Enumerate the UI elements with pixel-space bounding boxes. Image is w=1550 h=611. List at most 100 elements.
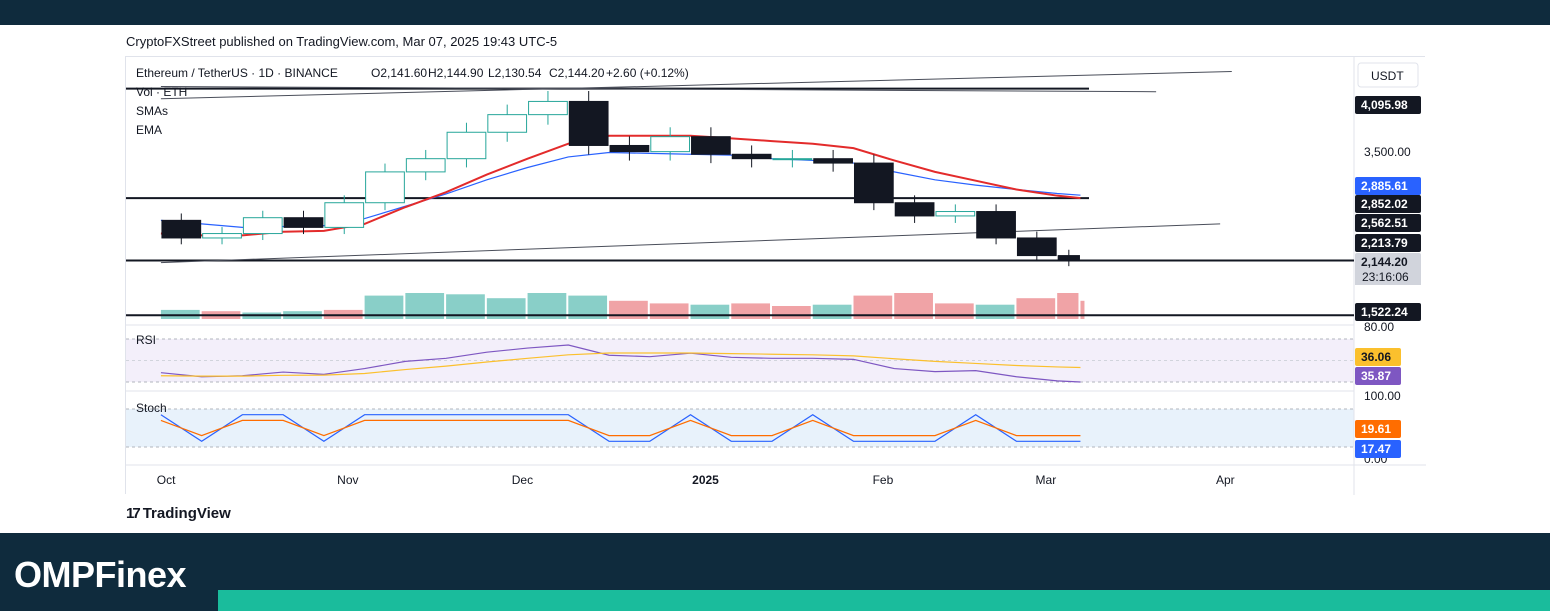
- rsi-ma-line: [160, 352, 1081, 377]
- candle-body: [609, 144, 650, 153]
- candle-body: [365, 171, 405, 204]
- candle-body: [568, 100, 609, 146]
- countdown-badge: [1355, 269, 1421, 285]
- currency-label: USDT: [1371, 69, 1404, 83]
- x-tick-label: Nov: [337, 473, 358, 487]
- volume-bar: [812, 304, 852, 319]
- price-badge-label: 2,144.20: [1361, 255, 1408, 269]
- candle-body: [1016, 237, 1057, 257]
- trendline: [160, 70, 1232, 100]
- indicator-legend-item: SMAs: [136, 104, 168, 118]
- ohlc-value: L2,130.54: [488, 66, 542, 80]
- candle-body: [283, 217, 324, 228]
- volume-bar: [649, 303, 689, 319]
- volume-bar: [1057, 293, 1079, 319]
- stoch-axis-upper: 100.00: [1364, 389, 1401, 403]
- indicator-badge-label: 19.61: [1361, 422, 1391, 436]
- candle-body: [772, 158, 813, 161]
- bottom-accent-bar: [218, 590, 1550, 611]
- price-badge: [1355, 214, 1421, 232]
- tradingview-logo-text: TradingView: [142, 505, 231, 522]
- price-badge-label: 2,885.61: [1361, 179, 1408, 193]
- indicator-legend-item: Vol · ETH: [136, 85, 187, 99]
- candle-body: [935, 211, 976, 217]
- indicator-badge: [1355, 420, 1401, 438]
- top-banner: [0, 0, 1550, 25]
- candle-body: [242, 217, 283, 235]
- chart-title: Ethereum / TetherUS · 1D · BINANCE: [136, 66, 338, 80]
- price-badge: [1355, 234, 1421, 252]
- indicator-badge: [1355, 348, 1401, 366]
- stoch-label: Stoch: [136, 401, 167, 415]
- volume-bar: [934, 303, 974, 319]
- candle-body: [813, 158, 853, 164]
- candle-body: [487, 114, 528, 133]
- price-chart[interactable]: Ethereum / TetherUS · 1D · BINANCE O2,141…: [126, 57, 1426, 495]
- indicator-badge: [1355, 440, 1401, 458]
- candle-body: [650, 136, 691, 153]
- volume-bar: [1016, 298, 1056, 319]
- rsi-label: RSI: [136, 333, 156, 347]
- published-line: CryptoFXStreet published on TradingView.…: [126, 34, 558, 49]
- y-tick-label: 3,500.00: [1364, 145, 1411, 159]
- price-badge-label: 1,522.24: [1361, 305, 1408, 319]
- tradingview-logo-mark-icon: 17: [126, 505, 141, 522]
- currency-button[interactable]: [1357, 62, 1419, 88]
- volume-bar: [690, 304, 730, 319]
- trendline: [160, 85, 1157, 93]
- x-tick-label: 2025: [692, 473, 719, 487]
- price-badge-label: 2,562.51: [1361, 216, 1408, 230]
- ohlc-value: C2,144.20: [549, 66, 605, 80]
- price-badge: [1355, 253, 1421, 271]
- indicator-badge: [1355, 367, 1401, 385]
- chart-frame: Ethereum / TetherUS · 1D · BINANCE O2,141…: [125, 56, 1426, 495]
- candle-body: [528, 100, 568, 116]
- x-tick-label: Apr: [1216, 473, 1235, 487]
- candle-body: [976, 211, 1016, 239]
- stoch-d-line: [160, 419, 1081, 437]
- indicator-badge-label: 35.87: [1361, 369, 1391, 383]
- volume-bar: [731, 303, 771, 319]
- candle-body: [405, 158, 446, 173]
- candle-body: [324, 202, 365, 228]
- candle-body: [691, 136, 731, 155]
- candle-body: [1057, 255, 1080, 261]
- ohlc-value: O2,141.60: [371, 66, 427, 80]
- price-badge: [1355, 195, 1421, 213]
- ohlc-value: +2.60 (+0.12%): [606, 66, 689, 80]
- ohlc-value: H2,144.90: [428, 66, 484, 80]
- trendline: [160, 223, 1221, 264]
- rsi-axis-label: 80.00: [1364, 320, 1394, 334]
- x-tick-label: Oct: [157, 473, 176, 487]
- candle-body: [446, 131, 487, 160]
- volume-bar: [853, 295, 893, 319]
- countdown-label: 23:16:06: [1362, 270, 1409, 284]
- volume-bar: [975, 304, 1015, 319]
- rsi-line: [160, 344, 1081, 383]
- indicator-legend-item: EMA: [136, 123, 162, 137]
- indicator-badge-label: 17.47: [1361, 442, 1391, 456]
- price-badge-label: 4,095.98: [1361, 98, 1408, 112]
- price-badge: [1355, 177, 1421, 195]
- candle-body: [161, 219, 202, 239]
- x-tick-label: Feb: [873, 473, 894, 487]
- x-tick-label: Dec: [512, 473, 533, 487]
- volume-bar: [364, 295, 404, 319]
- volume-bar: [568, 295, 608, 319]
- price-badge-label: 2,213.79: [1361, 236, 1408, 250]
- volume-bar: [486, 298, 526, 319]
- candle-body: [731, 153, 772, 160]
- price-badge: [1355, 96, 1421, 114]
- price-badge: [1355, 303, 1421, 321]
- x-tick-label: Mar: [1036, 473, 1057, 487]
- stoch-band: [126, 409, 1354, 447]
- volume-bar: [1080, 300, 1085, 319]
- volume-bar: [772, 306, 811, 319]
- ema-line: [160, 134, 1081, 237]
- tradingview-logo[interactable]: 17 TradingView: [126, 505, 231, 522]
- price-badge-label: 2,852.02: [1361, 197, 1408, 211]
- stoch-k-line: [160, 413, 1081, 443]
- candle-body: [853, 162, 894, 204]
- indicator-badge-label: 36.06: [1361, 350, 1391, 364]
- brand-logo: OMPFinex: [14, 554, 187, 595]
